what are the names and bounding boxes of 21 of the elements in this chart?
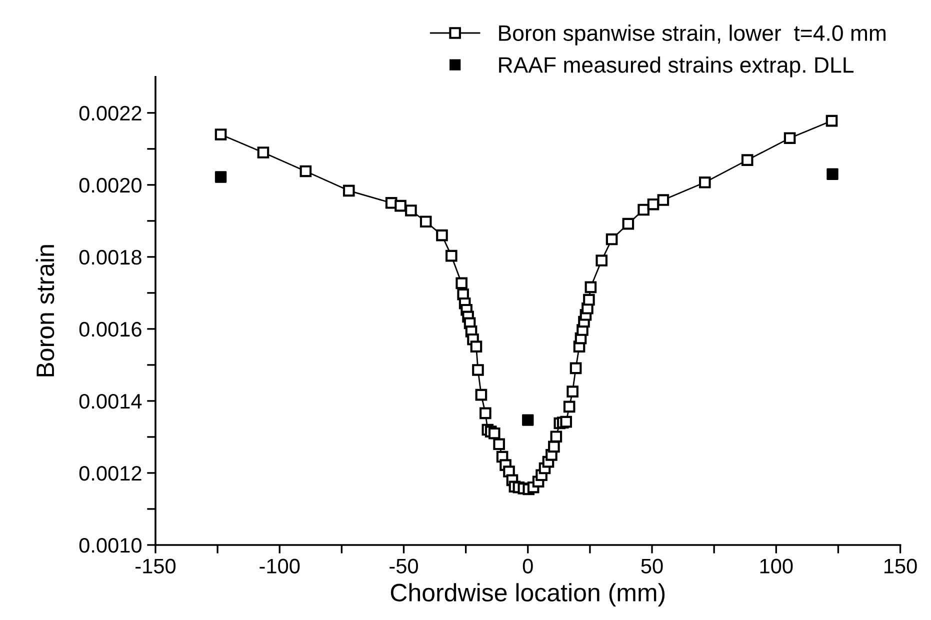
x-tick-label: -50 [390, 558, 418, 574]
point [826, 168, 838, 180]
legend-label: RAAF measured strains extrap. DLL [499, 56, 854, 78]
y-tick-label: 0.0014 [79, 394, 142, 409]
legend-label: Boron spanwise strain, lower t=4.0 mm [499, 24, 886, 46]
y-tick-label: 0.0012 [79, 466, 142, 481]
point [522, 414, 534, 426]
y-tick-label: 0.0020 [79, 178, 142, 193]
y-tick-label: 0.0022 [79, 106, 142, 121]
y-tick-label: 0.0018 [79, 250, 142, 265]
point [214, 171, 227, 183]
y-tick-label: 0.0016 [79, 322, 142, 337]
x-tick-label: 100 [760, 558, 793, 574]
x-axis-title: Chordwise location (mm) [390, 583, 665, 606]
x-tick-label: 0 [522, 558, 533, 574]
x-tick-label: 50 [641, 558, 663, 574]
y-axis-title: Boron strain [36, 245, 54, 376]
x-tick-label: -100 [260, 558, 300, 574]
x-tick-label: 150 [884, 558, 917, 574]
x-tick-label: -150 [136, 558, 176, 574]
y-tick-label: 0.0010 [79, 538, 142, 553]
